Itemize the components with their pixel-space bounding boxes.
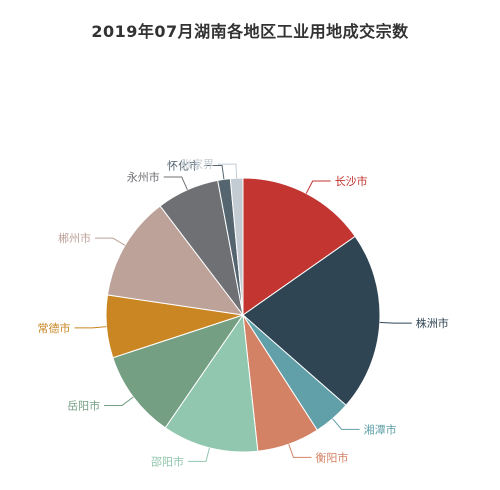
pie-slice-8[interactable]: [106, 205, 245, 316]
pie-slice-2[interactable]: [242, 235, 381, 407]
leader-line-1: [305, 180, 331, 194]
leader-line-5: [187, 447, 210, 462]
leader-line-4: [288, 443, 312, 458]
leader-line-7: [74, 326, 107, 329]
leader-line-2: [379, 321, 412, 324]
slice-label-8: 郴州市: [58, 231, 91, 245]
slice-label-4: 衡阳市: [315, 450, 348, 464]
pie-slice-6[interactable]: [112, 314, 245, 429]
slice-label-10: 怀化市: [167, 158, 200, 172]
slice-label-2: 株洲市: [416, 316, 449, 330]
slice-label-6: 岳阳市: [67, 398, 100, 412]
leader-line-3: [332, 418, 360, 430]
slice-label-5: 邵阳市: [151, 454, 184, 468]
slice-label-7: 常德市: [38, 321, 71, 335]
chart-title: 2019年07月湖南各地区工业用地成交宗数: [91, 22, 409, 41]
slice-label-9: 永州市: [127, 170, 160, 184]
pie-slices: [105, 177, 381, 453]
leader-line-11: [217, 163, 238, 179]
leader-line-8: [95, 237, 126, 246]
leader-line-9: [163, 176, 188, 190]
slice-label-1: 长沙市: [335, 174, 368, 188]
slice-label-3: 湘潭市: [364, 422, 397, 436]
pie-slice-1[interactable]: [242, 177, 356, 316]
slice-label-11: 张家界: [181, 157, 214, 171]
leader-line-10: [204, 164, 225, 180]
leader-line-6: [104, 396, 134, 406]
